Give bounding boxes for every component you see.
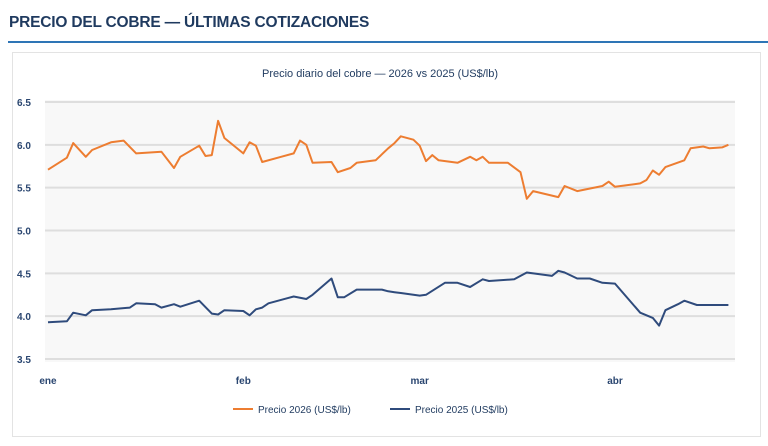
- y-tick-label: 6.5: [17, 98, 31, 109]
- series-line-2025: [47, 269, 729, 327]
- x-tick-label: abr: [607, 376, 623, 387]
- y-tick-label: 6.0: [17, 141, 31, 152]
- title-divider: [8, 41, 768, 43]
- y-tick-label: 5.5: [17, 184, 31, 195]
- x-tick-label: ene: [39, 376, 57, 387]
- y-tick-label: 3.5: [17, 355, 31, 366]
- page-title: PRECIO DEL COBRE — ÚLTIMAS COTIZACIONES: [9, 14, 370, 31]
- legend-label: Precio 2026 (US$/lb): [258, 405, 351, 416]
- y-tick-label: 4.5: [17, 269, 31, 280]
- chart-title: Precio diario del cobre — 2026 vs 2025 (…: [262, 68, 498, 80]
- legend-label: Precio 2025 (US$/lb): [415, 405, 508, 416]
- x-tick-label: feb: [236, 376, 251, 387]
- y-tick-label: 5.0: [17, 227, 31, 238]
- y-tick-label: 4.0: [17, 312, 31, 323]
- x-tick-label: mar: [411, 376, 429, 387]
- series-line-2026: [47, 119, 729, 200]
